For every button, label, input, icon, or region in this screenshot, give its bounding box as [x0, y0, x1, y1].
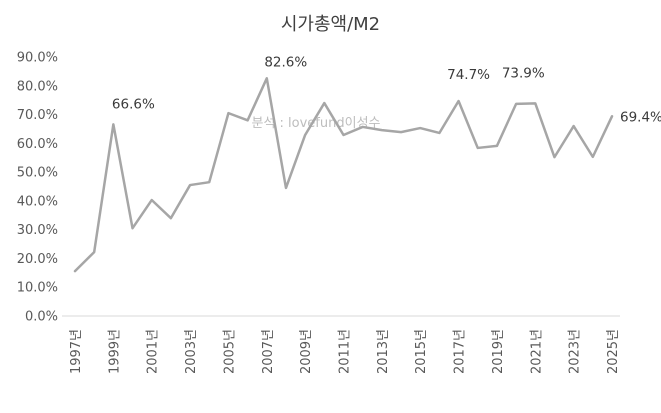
x-tick-label: 2017년 [453, 329, 468, 374]
y-tick-label: 90.0% [17, 51, 58, 66]
y-tick-label: 50.0% [17, 166, 58, 181]
x-tick-label: 2025년 [606, 329, 621, 374]
x-tick-label: 2009년 [299, 329, 314, 374]
x-tick-label: 2021년 [529, 329, 544, 374]
x-tick-label: 2007년 [261, 329, 276, 374]
x-tick-label: 2001년 [146, 329, 161, 374]
x-tick-label: 2003년 [184, 329, 199, 374]
y-tick-label: 60.0% [17, 137, 58, 152]
data-label: 66.6% [112, 96, 155, 112]
data-label: 73.9% [502, 65, 545, 81]
x-tick-label: 2023년 [568, 329, 583, 374]
x-tick-label: 2013년 [376, 329, 391, 374]
x-tick-label: 1999년 [107, 329, 122, 374]
x-tick-label: 2019년 [491, 329, 506, 374]
x-tick-label: 1997년 [69, 329, 84, 374]
x-tick-label: 2015년 [414, 329, 429, 374]
data-label: 74.7% [447, 67, 490, 83]
y-tick-label: 80.0% [17, 79, 58, 94]
y-tick-label: 0.0% [25, 310, 58, 325]
x-tick-label: 2011년 [338, 329, 353, 374]
y-tick-label: 10.0% [17, 281, 58, 296]
y-tick-label: 30.0% [17, 223, 58, 238]
data-label: 69.4% [620, 109, 661, 125]
y-tick-label: 20.0% [17, 252, 58, 267]
series-line [73, 77, 614, 273]
y-tick-label: 40.0% [17, 194, 58, 209]
x-tick-label: 2005년 [222, 329, 237, 374]
data-label: 82.6% [264, 54, 307, 70]
watermark: 분석 : lovefund이성수 [251, 116, 380, 131]
chart-title: 시가총액/M2 [280, 14, 381, 35]
y-tick-label: 70.0% [17, 108, 58, 123]
